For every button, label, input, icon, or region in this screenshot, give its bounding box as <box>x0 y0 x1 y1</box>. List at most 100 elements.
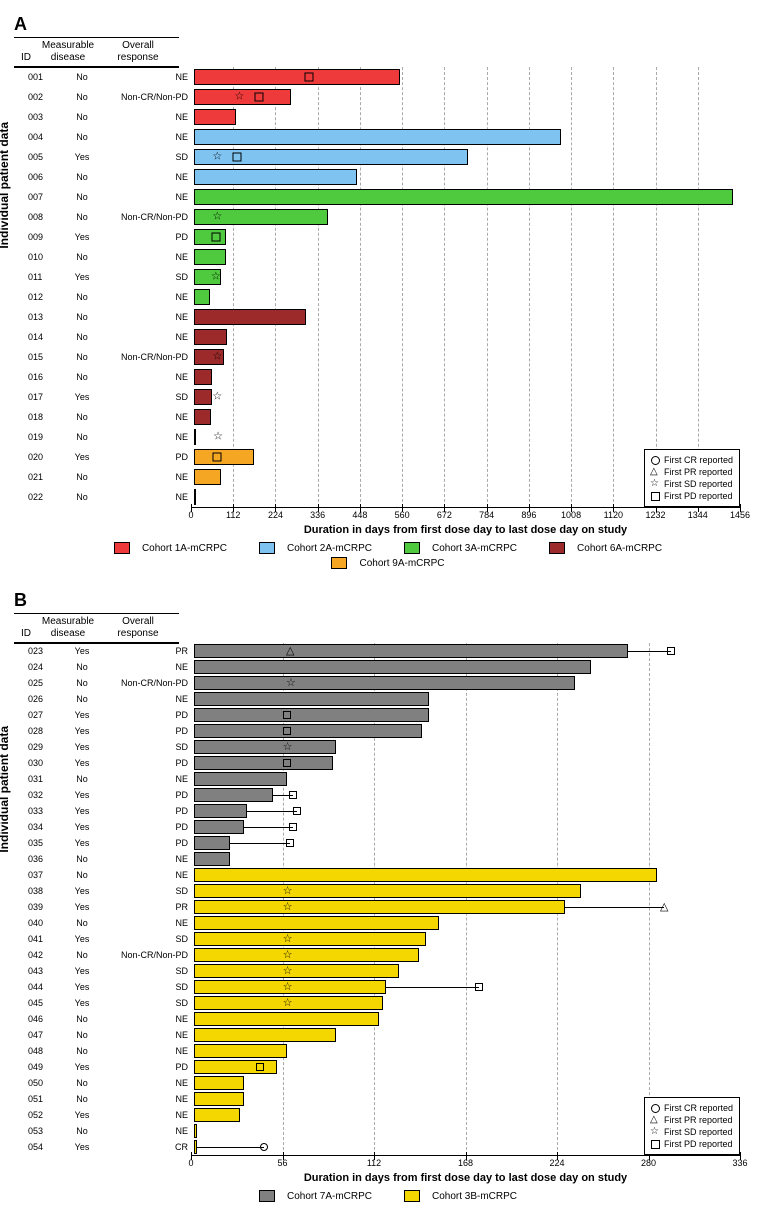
cell-id: 024 <box>26 662 52 672</box>
x-tick-label: 168 <box>458 1158 473 1168</box>
cell-measurable: No <box>52 492 112 502</box>
duration-bar <box>194 489 196 505</box>
row-plot <box>194 851 750 867</box>
x-tick-label: 280 <box>641 1158 656 1168</box>
table-row: 047NoNE <box>26 1027 750 1043</box>
table-row: 006NoNE <box>26 167 750 187</box>
row-plot <box>194 367 750 387</box>
duration-bar <box>194 772 287 786</box>
cell-response: NE <box>112 1046 194 1056</box>
panel-b-rows: 023YesPR△024NoNE025NoNon-CR/Non-PD☆026No… <box>26 613 750 1155</box>
x-tick-label: 1456 <box>730 510 750 520</box>
duration-bar <box>194 740 336 754</box>
x-tick-label: 336 <box>732 1158 747 1168</box>
cohort-legend-label: Cohort 3B-mCRPC <box>432 1191 517 1202</box>
row-plot: ☆ <box>194 979 750 995</box>
marker-legend-item: First PR reported <box>651 466 733 478</box>
cell-id: 012 <box>26 292 52 302</box>
table-row: 022NoNE <box>26 487 750 507</box>
sd-marker-icon: ☆ <box>283 887 291 895</box>
x-tick-label: 56 <box>277 1158 287 1168</box>
panel-b-cohort-legend: Cohort 7A-mCRPC Cohort 3B-mCRPC <box>26 1190 750 1205</box>
duration-bar <box>194 868 657 882</box>
duration-bar <box>194 1108 240 1122</box>
cell-response: SD <box>112 934 194 944</box>
table-row: 050NoNE <box>26 1075 750 1091</box>
cell-measurable: Yes <box>52 1110 112 1120</box>
table-row: 039YesPR△☆ <box>26 899 750 915</box>
x-tick-label: 336 <box>310 510 325 520</box>
duration-bar <box>194 804 247 818</box>
duration-bar <box>194 169 357 185</box>
sd-marker-icon: ☆ <box>213 433 222 442</box>
duration-bar <box>194 676 575 690</box>
duration-bar <box>194 708 429 722</box>
sd-marker-icon: ☆ <box>212 213 221 222</box>
cell-response: NE <box>112 252 194 262</box>
panel-a-x-axis: 0112224336448560672784896100811201232134… <box>191 507 740 522</box>
duration-bar <box>194 329 227 345</box>
sd-marker-icon: ☆ <box>283 967 291 975</box>
cohort-legend-item: Cohort 7A-mCRPC <box>251 1190 380 1202</box>
duration-bar <box>194 788 273 802</box>
table-row: 017YesSD☆ <box>26 387 750 407</box>
cell-response: PD <box>112 790 194 800</box>
row-plot <box>194 707 750 723</box>
marker-legend-item: First SD reported <box>651 1126 733 1138</box>
cell-response: PD <box>112 758 194 768</box>
cell-response: NE <box>112 1094 194 1104</box>
table-row: 005YesSD☆ <box>26 147 750 167</box>
cell-id: 039 <box>26 902 52 912</box>
row-plot <box>194 247 750 267</box>
row-plot <box>194 307 750 327</box>
duration-bar <box>194 756 333 770</box>
row-plot: ☆ <box>194 387 750 407</box>
pd-marker-icon <box>289 791 297 799</box>
cell-measurable: Yes <box>52 726 112 736</box>
cell-measurable: No <box>52 854 112 864</box>
duration-bar <box>194 1140 197 1154</box>
sd-marker-icon: ☆ <box>212 153 221 162</box>
cell-measurable: Yes <box>52 152 112 162</box>
cell-response: NE <box>112 192 194 202</box>
table-row: 007NoNE <box>26 187 750 207</box>
cell-id: 033 <box>26 806 52 816</box>
row-plot <box>194 803 750 819</box>
cell-response: PD <box>112 232 194 242</box>
cell-id: 015 <box>26 352 52 362</box>
cell-response: NE <box>112 1014 194 1024</box>
cell-response: NE <box>112 432 194 442</box>
table-row: 019NoNE☆ <box>26 427 750 447</box>
pd-marker-icon <box>283 759 291 767</box>
duration-bar <box>194 724 422 738</box>
cohort-legend-item: Cohort 3A-mCRPC <box>396 542 525 554</box>
cell-response: PD <box>112 1062 194 1072</box>
duration-bar <box>194 309 306 325</box>
table-row: 003NoNE <box>26 107 750 127</box>
row-plot: △☆ <box>194 899 750 915</box>
cell-response: SD <box>112 272 194 282</box>
row-plot <box>194 227 750 247</box>
table-row: 053NoNE <box>26 1123 750 1139</box>
pd-marker-icon <box>304 73 313 82</box>
panel-a-y-title: Individual patient data <box>0 121 11 248</box>
duration-bar <box>194 249 226 265</box>
duration-bar <box>194 1092 244 1106</box>
duration-bar <box>194 820 244 834</box>
table-row: 009YesPD <box>26 227 750 247</box>
duration-bar <box>194 129 561 145</box>
cell-id: 013 <box>26 312 52 322</box>
cell-response: NE <box>112 472 194 482</box>
cell-measurable: No <box>52 774 112 784</box>
duration-bar <box>194 660 591 674</box>
table-row: 011YesSD☆ <box>26 267 750 287</box>
cell-measurable: Yes <box>52 934 112 944</box>
cell-response: NE <box>112 372 194 382</box>
x-tick-label: 896 <box>521 510 536 520</box>
cell-id: 044 <box>26 982 52 992</box>
cell-id: 004 <box>26 132 52 142</box>
cell-measurable: No <box>52 1030 112 1040</box>
sd-marker-icon: ☆ <box>283 935 291 943</box>
table-row: 026NoNE <box>26 691 750 707</box>
cell-id: 038 <box>26 886 52 896</box>
